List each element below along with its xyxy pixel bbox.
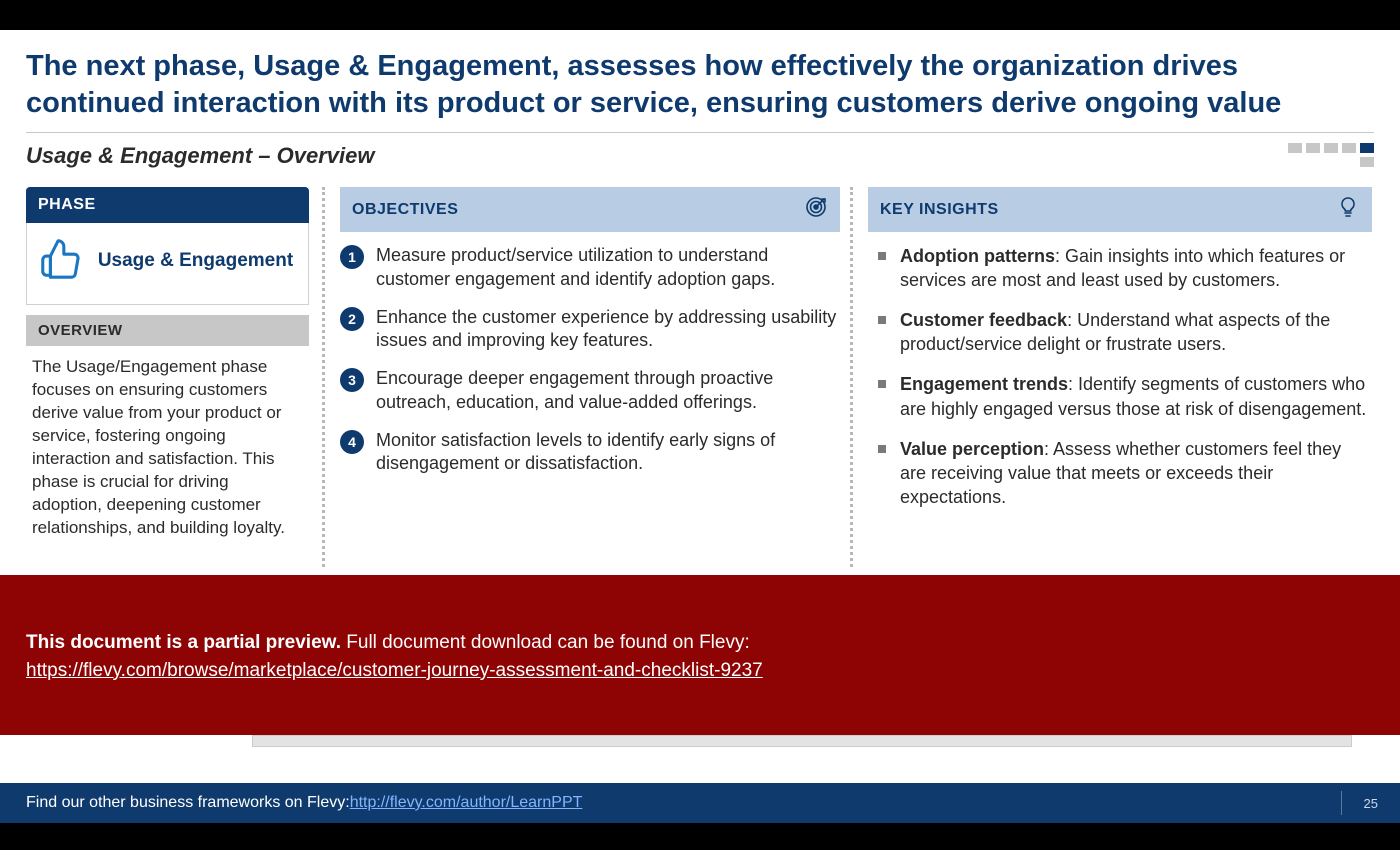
horizontal-rule <box>26 132 1374 133</box>
progress-square <box>1306 143 1320 153</box>
bullet <box>878 252 886 260</box>
footer-link[interactable]: http://flevy.com/author/LearnPPT <box>350 794 583 812</box>
overview-text: The Usage/Engagement phase focuses on en… <box>26 346 309 546</box>
grey-strip <box>252 735 1352 747</box>
progress-square <box>1342 143 1356 153</box>
objective-item: 1 Measure product/service utilization to… <box>340 244 840 292</box>
insights-column: KEY INSIGHTS Adoption patterns: Gain ins… <box>868 187 1372 525</box>
slide: The next phase, Usage & Engagement, asse… <box>0 0 1400 850</box>
objective-text: Enhance the customer experience by addre… <box>376 306 840 354</box>
preview-banner-link[interactable]: https://flevy.com/browse/marketplace/cus… <box>26 660 763 681</box>
slide-title: The next phase, Usage & Engagement, asse… <box>26 48 1374 122</box>
insight-item: Adoption patterns: Gain insights into wh… <box>868 244 1372 292</box>
bullet <box>878 316 886 324</box>
insight-item: Customer feedback: Understand what aspec… <box>868 308 1372 356</box>
objectives-header-label: OBJECTIVES <box>352 201 458 219</box>
insight-text: Customer feedback: Understand what aspec… <box>900 308 1372 356</box>
insight-item: Engagement trends: Identify segments of … <box>868 372 1372 420</box>
footer-divider <box>1341 791 1342 815</box>
footer-bar: Find our other business frameworks on Fl… <box>0 783 1400 823</box>
objectives-header: OBJECTIVES <box>340 187 840 232</box>
insight-item: Value perception: Assess whether custome… <box>868 437 1372 509</box>
footer-text: Find our other business frameworks on Fl… <box>26 794 350 812</box>
progress-indicator-bottom <box>1360 157 1374 167</box>
phase-name: Usage & Engagement <box>93 249 298 273</box>
column-separator <box>850 187 853 567</box>
objective-item: 3 Encourage deeper engagement through pr… <box>340 367 840 415</box>
thumbs-up-icon <box>37 235 83 286</box>
phase-body: Usage & Engagement <box>26 223 309 305</box>
phase-header: PHASE <box>26 187 309 223</box>
top-black-bar <box>0 0 1400 30</box>
objective-number: 2 <box>340 307 364 331</box>
insight-text: Engagement trends: Identify segments of … <box>900 372 1372 420</box>
bottom-black-bar <box>0 823 1400 850</box>
progress-indicator-top <box>1288 143 1374 153</box>
objective-item: 4 Monitor satisfaction levels to identif… <box>340 429 840 477</box>
preview-banner: This document is a partial preview. Full… <box>0 575 1400 735</box>
insights-list: Adoption patterns: Gain insights into wh… <box>868 244 1372 509</box>
objective-number: 3 <box>340 368 364 392</box>
insight-text: Value perception: Assess whether custome… <box>900 437 1372 509</box>
page-number: 25 <box>1364 796 1378 811</box>
insights-header-label: KEY INSIGHTS <box>880 201 999 219</box>
slide-subtitle: Usage & Engagement – Overview <box>26 143 374 169</box>
objective-text: Measure product/service utilization to u… <box>376 244 840 292</box>
objective-number: 1 <box>340 245 364 269</box>
objective-item: 2 Enhance the customer experience by add… <box>340 306 840 354</box>
target-icon <box>804 195 828 224</box>
overview-header: OVERVIEW <box>26 315 309 346</box>
objectives-list: 1 Measure product/service utilization to… <box>340 244 840 476</box>
progress-square <box>1360 157 1374 167</box>
objectives-column: OBJECTIVES 1 Measure product/service uti… <box>340 187 840 490</box>
insights-header: KEY INSIGHTS <box>868 187 1372 232</box>
objective-text: Monitor satisfaction levels to identify … <box>376 429 840 477</box>
lightbulb-icon <box>1336 195 1360 224</box>
progress-square <box>1324 143 1338 153</box>
insight-text: Adoption patterns: Gain insights into wh… <box>900 244 1372 292</box>
bullet <box>878 380 886 388</box>
column-separator <box>322 187 325 567</box>
bullet <box>878 445 886 453</box>
preview-banner-text: This document is a partial preview. Full… <box>26 629 1374 684</box>
progress-square <box>1288 143 1302 153</box>
progress-square-active <box>1360 143 1374 153</box>
left-column: PHASE Usage & Engagement OVERVIEW The Us… <box>26 187 309 546</box>
objective-number: 4 <box>340 430 364 454</box>
objective-text: Encourage deeper engagement through proa… <box>376 367 840 415</box>
